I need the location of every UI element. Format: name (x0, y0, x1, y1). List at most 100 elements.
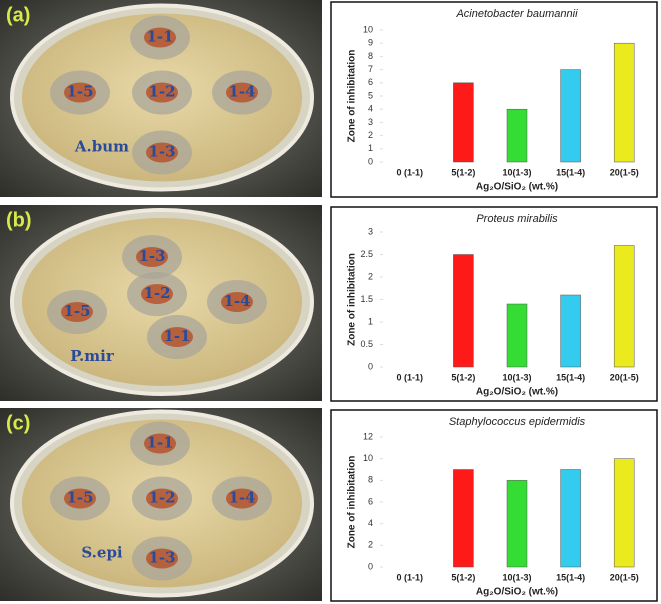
plate-label: 1-4 (228, 83, 255, 101)
chart-title: Proteus mirabilis (476, 213, 558, 225)
y-axis-label: Zone of inhibitation (347, 253, 358, 346)
panel-label: (c) (6, 412, 30, 434)
y-tick-label: 3 (368, 226, 373, 236)
plate-label: A.bum (74, 138, 129, 156)
bar (453, 254, 474, 368)
bacterial-streak (146, 142, 178, 163)
x-tick-label: 20(1-5) (610, 572, 639, 582)
y-tick-label: 0 (368, 361, 373, 371)
plate-label: 1-3 (138, 247, 165, 265)
bacterial-streak (141, 284, 173, 304)
bar (560, 469, 581, 568)
bacterial-streak (136, 247, 168, 267)
bacterial-streak (144, 27, 176, 48)
x-tick-label: 15(1-4) (556, 572, 585, 582)
x-axis-label: Ag₂O/SiO₂ (wt.%) (476, 587, 558, 598)
plate-label: 1-2 (143, 284, 170, 302)
plate-label: 1-5 (63, 302, 90, 320)
bar (613, 458, 635, 568)
bacterial-streak (144, 433, 176, 454)
plate-label: 1-5 (66, 83, 93, 101)
panel: 1-1 1-5 1-2 1-4 S.epi 1-3 (c) Staphylococcus ep… (0, 408, 658, 602)
y-tick-label: 0 (368, 156, 373, 166)
y-tick-label: 1.5 (360, 294, 373, 304)
y-tick-label: 9 (368, 38, 373, 48)
x-tick-label: 5(1-2) (451, 372, 475, 382)
y-tick-label: 2 (368, 271, 373, 281)
chart-frame (330, 1, 658, 198)
y-tick-label: 3 (368, 117, 373, 127)
x-tick-label: 0 (1-1) (397, 372, 424, 382)
x-axis-label: Ag₂O/SiO₂ (wt.%) (476, 387, 558, 398)
bar (613, 245, 635, 368)
y-tick-label: 4 (368, 104, 373, 114)
y-tick-label: 2 (368, 540, 373, 550)
bar (453, 469, 474, 568)
x-tick-label: 5(1-2) (451, 167, 475, 177)
panel: 1-1 1-5 1-2 1-4 A.bum 1-3 (a) Acinetobacter bau… (0, 0, 658, 198)
plate-label: 1-2 (148, 83, 175, 101)
plate-label: 1-3 (148, 143, 175, 161)
bacterial-streak (146, 548, 178, 569)
y-tick-label: 1 (368, 143, 373, 153)
chart-title: Staphylococcus epidermidis (449, 416, 586, 428)
y-axis-label: Zone of inhibitation (347, 50, 358, 143)
y-tick-label: 5 (368, 90, 373, 100)
x-tick-label: 10(1-3) (502, 372, 531, 382)
y-axis-label: Zone of inhibitation (347, 456, 358, 549)
bacterial-streak (64, 488, 96, 509)
chart-frame (330, 206, 658, 402)
y-tick-label: 2.5 (360, 249, 373, 259)
bar (560, 69, 581, 163)
plate-label: 1-1 (146, 28, 173, 46)
bar (613, 42, 635, 163)
panel-label: (b) (6, 209, 32, 231)
bacterial-streak (146, 82, 178, 103)
plate-label: S.epi (81, 544, 123, 562)
x-tick-label: 10(1-3) (502, 167, 531, 177)
y-tick-label: 10 (363, 453, 373, 463)
plate-label: 1-5 (66, 489, 93, 507)
bar (506, 108, 528, 163)
x-axis-label: Ag₂O/SiO₂ (wt.%) (476, 182, 558, 193)
x-tick-label: 0 (1-1) (397, 167, 424, 177)
plate-label: 1-4 (223, 292, 250, 310)
bar (560, 294, 581, 368)
bacterial-streak (221, 292, 253, 312)
plate-label: 1-3 (148, 549, 175, 567)
chart-frame (330, 409, 658, 602)
y-tick-label: 2 (368, 130, 373, 140)
y-tick-label: 12 (363, 431, 373, 441)
bar (506, 303, 528, 368)
x-tick-label: 15(1-4) (556, 372, 585, 382)
x-tick-label: 15(1-4) (556, 167, 585, 177)
chart-title: Acinetobacter baumannii (455, 8, 578, 20)
y-tick-label: 6 (368, 77, 373, 87)
plate-label: 1-2 (148, 489, 175, 507)
plate-label: 1-1 (163, 327, 190, 345)
panel-label: (a) (6, 4, 30, 26)
plate-label: 1-1 (146, 434, 173, 452)
x-tick-label: 20(1-5) (610, 372, 639, 382)
y-tick-label: 6 (368, 496, 373, 506)
bar (453, 82, 474, 163)
y-tick-label: 0.5 (360, 339, 373, 349)
plate-label: 1-4 (228, 489, 255, 507)
plate-label: P.mir (70, 347, 115, 365)
bacterial-streak (226, 82, 258, 103)
bacterial-streak (61, 302, 93, 322)
bacterial-streak (226, 488, 258, 509)
x-tick-label: 10(1-3) (502, 572, 531, 582)
x-tick-label: 20(1-5) (610, 167, 639, 177)
y-tick-label: 1 (368, 316, 373, 326)
y-tick-label: 4 (368, 518, 373, 528)
bacterial-streak (146, 488, 178, 509)
y-tick-label: 8 (368, 51, 373, 61)
y-tick-label: 8 (368, 475, 373, 485)
x-tick-label: 0 (1-1) (397, 572, 424, 582)
y-tick-label: 7 (368, 64, 373, 74)
bar (506, 480, 528, 568)
y-tick-label: 10 (363, 24, 373, 34)
x-tick-label: 5(1-2) (451, 572, 475, 582)
